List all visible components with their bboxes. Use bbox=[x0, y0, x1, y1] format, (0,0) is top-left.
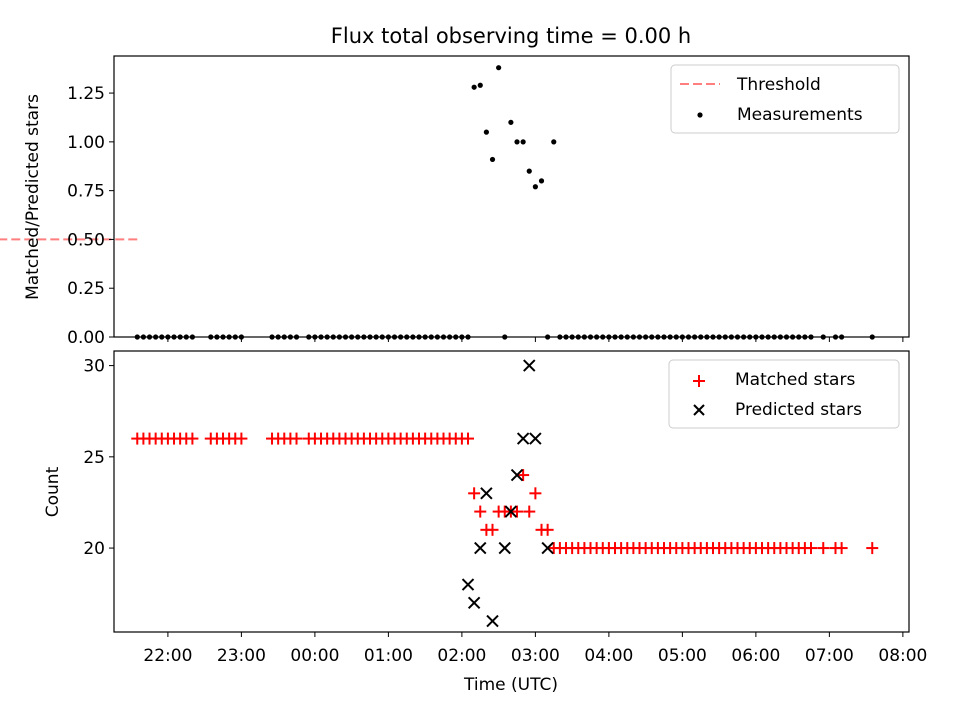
x-tick-label: 01:00 bbox=[364, 646, 413, 666]
legend-matched-swatch bbox=[693, 375, 705, 387]
legend-measurements-label: Measurements bbox=[737, 105, 863, 125]
top-legend: Threshold Measurements bbox=[670, 64, 900, 134]
matched-star-point bbox=[523, 505, 536, 518]
predicted-star-point bbox=[467, 596, 481, 610]
x-tick-label: 02:00 bbox=[437, 646, 486, 666]
bottom-y-tick-label: 20 bbox=[83, 539, 105, 559]
bottom-y-tick-label: 30 bbox=[83, 357, 105, 377]
top-y-tick-label: 0.25 bbox=[67, 279, 105, 299]
measurement-point bbox=[520, 139, 526, 145]
matched-star-point bbox=[468, 487, 481, 500]
bottom-y-axis-label: Count bbox=[43, 466, 63, 517]
measurement-point bbox=[483, 129, 489, 135]
matched-star-point bbox=[835, 542, 848, 555]
bottom-x-ticks: 22:00 23:00 00:00 01:00 02:00 03:00 04:00 05:00… bbox=[143, 632, 927, 666]
measurement-point bbox=[538, 178, 545, 184]
top-y-ticks: 0.00 0.25 0.50 0.75 1.00 1.25 bbox=[67, 84, 114, 348]
measurement-point bbox=[477, 82, 483, 88]
bottom-panel: 20 25 30 22:00 23:00 00:00 01:00 02:00 03:00 04:… bbox=[43, 350, 927, 695]
measurement-point bbox=[489, 156, 496, 163]
matched-star-point bbox=[462, 432, 475, 445]
legend-predicted-swatch bbox=[693, 404, 705, 416]
matched-star-point bbox=[866, 542, 879, 555]
bottom-plot-area bbox=[131, 359, 879, 628]
matched-star-point bbox=[517, 469, 530, 482]
measurement-point bbox=[551, 139, 557, 145]
legend-matched-label: Matched stars bbox=[735, 370, 855, 390]
x-tick-label: 08:00 bbox=[878, 646, 927, 666]
predicted-star-point bbox=[474, 541, 487, 555]
x-tick-label: 22:00 bbox=[143, 646, 192, 666]
predicted-star-point bbox=[504, 505, 518, 518]
x-tick-label: 05:00 bbox=[658, 646, 707, 666]
x-axis-label: Time (UTC) bbox=[463, 675, 558, 695]
bottom-y-tick-label: 25 bbox=[83, 448, 105, 468]
top-y-axis-label: Matched/Predicted stars bbox=[23, 94, 43, 300]
x-tick-label: 00:00 bbox=[290, 646, 339, 666]
predicted-star-point bbox=[480, 487, 493, 500]
measurement-point bbox=[496, 65, 502, 71]
measurement-point bbox=[526, 168, 532, 174]
legend-threshold-label: Threshold bbox=[736, 75, 821, 95]
x-tick-label: 07:00 bbox=[805, 646, 854, 666]
matched-star-point bbox=[486, 523, 499, 536]
x-tick-label: 23:00 bbox=[217, 646, 266, 666]
predicted-star-point bbox=[541, 541, 554, 555]
top-y-tick-label: 0.00 bbox=[67, 328, 105, 348]
matched-star-point bbox=[474, 505, 487, 518]
top-panel: 0.00 0.25 0.50 0.75 1.00 1.25 Matched/Predict… bbox=[0, 55, 910, 348]
measurement-point bbox=[532, 184, 538, 190]
x-tick-label: 06:00 bbox=[731, 646, 780, 666]
measurement-point bbox=[514, 139, 520, 145]
bottom-legend: Matched stars Predicted stars bbox=[668, 359, 900, 429]
top-y-tick-label: 0.75 bbox=[67, 182, 105, 202]
x-tick-label: 04:00 bbox=[584, 646, 633, 666]
matched-star-point bbox=[805, 542, 818, 555]
matched-star-point bbox=[290, 432, 303, 445]
predicted-star-point bbox=[498, 541, 511, 555]
bottom-y-ticks: 20 25 30 bbox=[83, 357, 114, 559]
top-legend-box bbox=[670, 64, 900, 134]
measurement-point bbox=[508, 119, 514, 125]
chart-title: Flux total observing time = 0.00 h bbox=[331, 24, 691, 48]
legend-measurements-swatch bbox=[697, 112, 703, 118]
bottom-legend-box bbox=[668, 359, 900, 429]
predicted-star-point bbox=[516, 432, 530, 445]
legend-predicted-label: Predicted stars bbox=[735, 400, 862, 420]
top-y-tick-label: 1.00 bbox=[67, 133, 105, 153]
bottom-axes-frame bbox=[113, 350, 910, 633]
top-y-tick-label: 0.50 bbox=[67, 230, 105, 250]
matched-star-point bbox=[817, 542, 830, 555]
matched-star-point bbox=[529, 487, 542, 500]
matched-star-point bbox=[511, 505, 524, 518]
predicted-star-point bbox=[461, 578, 475, 591]
measurement-point bbox=[471, 84, 477, 90]
x-tick-label: 03:00 bbox=[511, 646, 560, 666]
predicted-star-point bbox=[510, 468, 524, 482]
matched-star-point bbox=[541, 523, 554, 536]
matched-star-point bbox=[186, 432, 199, 445]
matched-star-point bbox=[235, 432, 248, 445]
predicted-star-point bbox=[486, 614, 499, 628]
top-y-tick-label: 1.25 bbox=[67, 84, 105, 104]
predicted-star-point bbox=[523, 359, 536, 372]
top-x-ticks bbox=[167, 337, 904, 342]
top-axes-frame bbox=[113, 55, 910, 338]
predicted-star-point bbox=[529, 432, 542, 445]
